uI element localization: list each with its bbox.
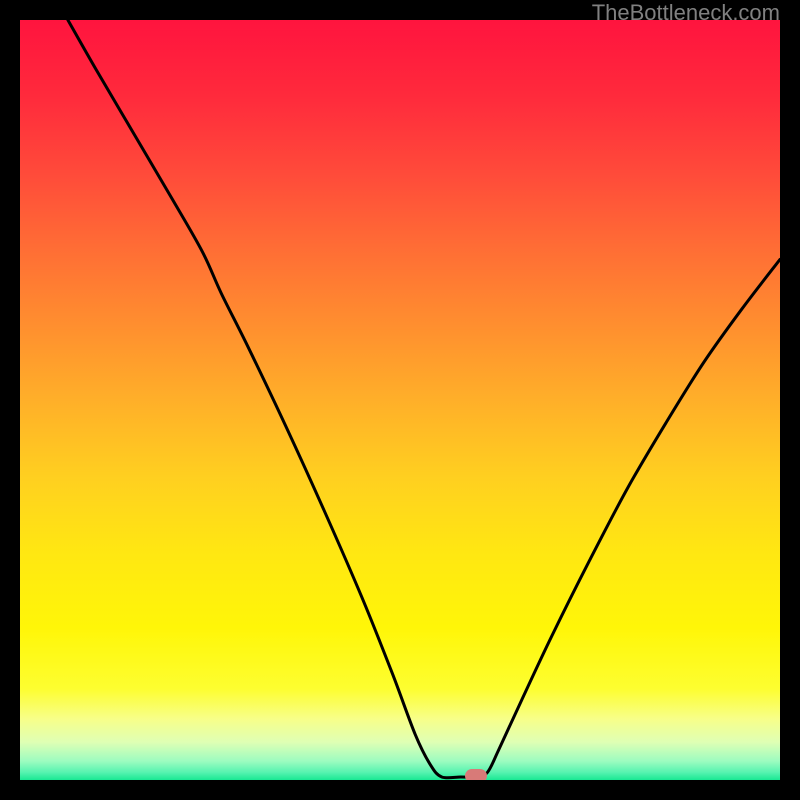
watermark-text: TheBottleneck.com bbox=[592, 0, 780, 26]
plot-area bbox=[20, 20, 780, 780]
bottleneck-curve bbox=[68, 20, 780, 778]
minimum-marker bbox=[465, 769, 487, 780]
bottleneck-curve-svg bbox=[20, 20, 780, 780]
